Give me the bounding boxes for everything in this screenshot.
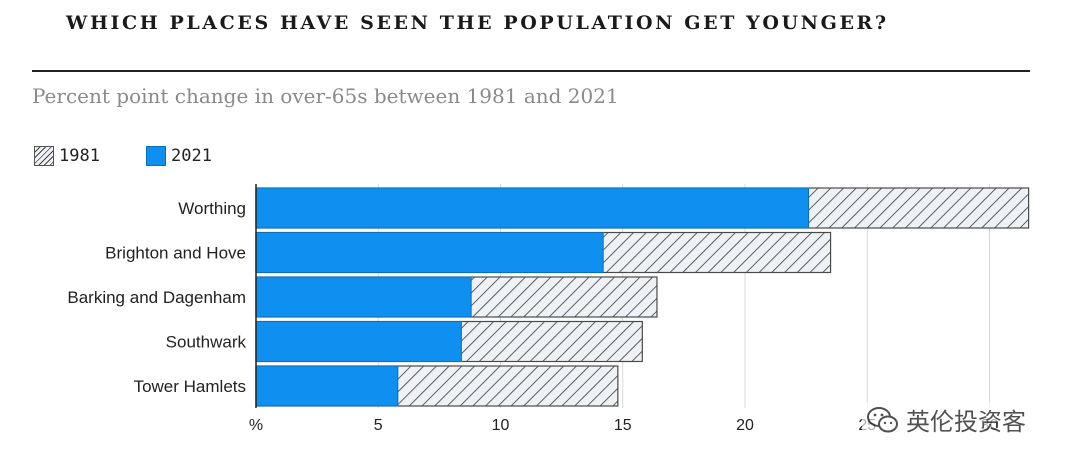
category-label: Worthing: [178, 199, 246, 218]
legend-swatch-solid: [146, 146, 166, 166]
category-label: Brighton and Hove: [105, 244, 246, 263]
category-label: Tower Hamlets: [134, 377, 246, 396]
chart-subtitle: Percent point change in over-65s between…: [32, 84, 619, 108]
bar-2021: [255, 232, 604, 273]
bars: [255, 187, 1030, 407]
chart-title: WHICH PLACES HAVE SEEN THE POPULATION GE…: [66, 12, 889, 34]
legend-label-2021: 2021: [171, 146, 212, 166]
bar-2021: [255, 321, 462, 362]
legend-label-1981: 1981: [59, 146, 100, 166]
x-tick-label: 20: [736, 417, 754, 434]
category-labels: Worthing Brighton and Hove Barking and Dag…: [67, 199, 246, 396]
bar-2021: [255, 187, 810, 229]
x-tick-label: 10: [492, 417, 510, 434]
x-tick-label: 15: [614, 417, 632, 434]
bar-2021: [255, 276, 472, 318]
category-label: Southwark: [166, 333, 247, 352]
wechat-icon: [867, 406, 898, 432]
legend-item-2021: 2021: [146, 146, 212, 166]
title-divider: [32, 70, 1030, 72]
x-tick-label: %: [249, 417, 263, 434]
category-label: Barking and Dagenham: [67, 288, 246, 307]
x-tick-label: 5: [374, 417, 383, 434]
legend-swatch-hatched: [34, 146, 54, 166]
watermark-text: 英伦投资客: [906, 408, 1026, 436]
bar-2021: [255, 365, 399, 407]
legend-item-1981: 1981: [34, 146, 100, 166]
watermark: 英伦投资客: [862, 402, 1030, 437]
